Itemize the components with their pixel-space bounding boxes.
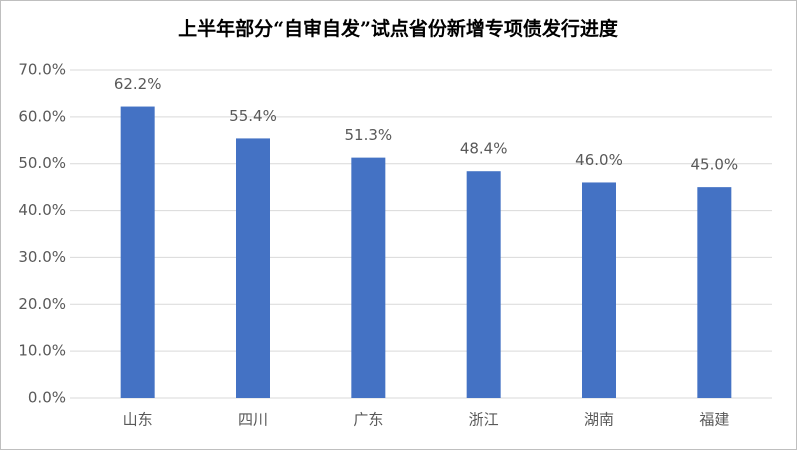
y-tick-label: 60.0%	[18, 107, 66, 125]
y-tick-label: 20.0%	[18, 295, 66, 313]
value-label: 51.3%	[345, 126, 393, 144]
y-tick-label: 30.0%	[18, 248, 66, 266]
chart-title: 上半年部分“自审自发”试点省份新增专项债发行进度	[178, 17, 619, 40]
bar	[582, 182, 616, 398]
x-tick-label: 广东	[353, 411, 383, 429]
bar	[236, 138, 270, 398]
bar	[351, 157, 386, 398]
x-tick-label: 浙江	[469, 411, 499, 429]
y-tick-label: 50.0%	[18, 154, 66, 172]
bar	[466, 171, 501, 398]
y-tick-label: 40.0%	[18, 201, 66, 219]
value-label: 55.4%	[229, 107, 277, 125]
y-tick-label: 0.0%	[28, 389, 66, 407]
x-tick-label: 山东	[123, 411, 153, 429]
value-label: 45.0%	[691, 156, 739, 174]
y-tick-label: 70.0%	[18, 61, 66, 79]
x-tick-label: 四川	[238, 411, 268, 429]
bar	[120, 106, 155, 398]
x-tick-label: 湖南	[584, 411, 614, 429]
value-label: 46.0%	[575, 151, 623, 169]
x-tick-label: 福建	[699, 411, 729, 429]
y-tick-label: 10.0%	[18, 342, 66, 360]
bar	[697, 187, 732, 398]
value-label: 48.4%	[460, 140, 508, 158]
value-label: 62.2%	[114, 75, 162, 93]
